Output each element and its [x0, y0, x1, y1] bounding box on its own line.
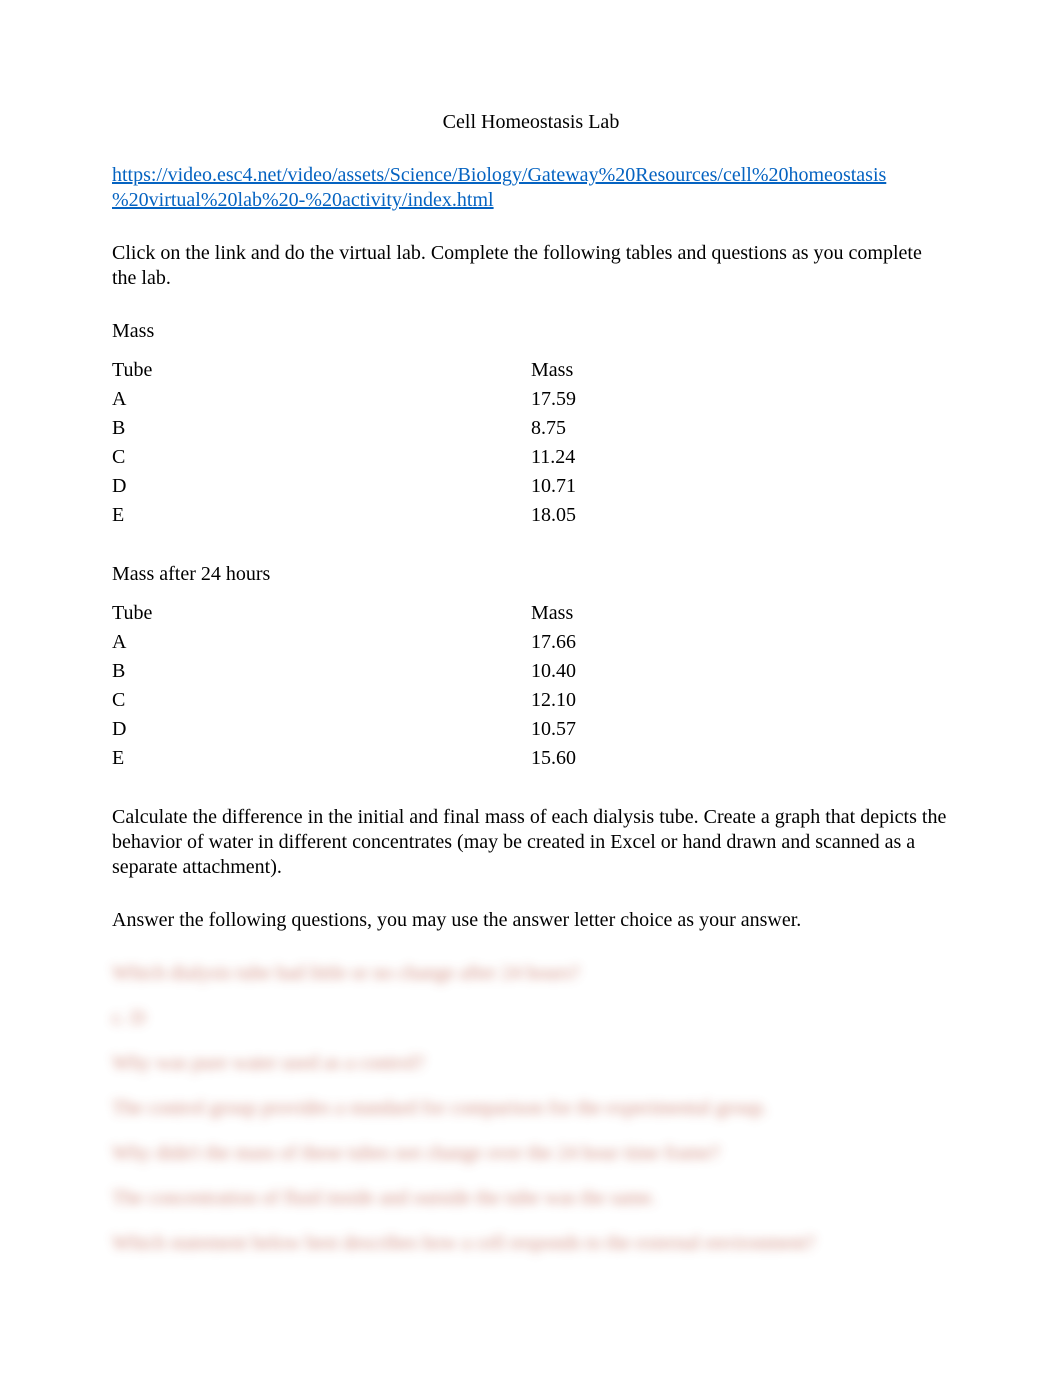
header-tube: Tube: [112, 599, 531, 628]
tube-cell: E: [112, 501, 531, 530]
table-header-row: Tube Mass: [112, 599, 950, 628]
mass-cell: 12.10: [531, 686, 950, 715]
header-tube: Tube: [112, 356, 531, 385]
mass-cell: 15.60: [531, 744, 950, 773]
link-text-line1: https://video.esc4.net/video/assets/Scie…: [112, 164, 886, 186]
mass-cell: 10.57: [531, 715, 950, 744]
blurred-answers: Which dialysis tube had little or no cha…: [112, 961, 950, 1256]
table-row: E 18.05: [112, 501, 950, 530]
answer-instructions: Answer the following questions, you may …: [112, 908, 950, 933]
mass-cell: 8.75: [531, 414, 950, 443]
tube-cell: E: [112, 744, 531, 773]
mass-cell: 17.66: [531, 628, 950, 657]
mass-cell: 10.71: [531, 472, 950, 501]
mass-cell: 18.05: [531, 501, 950, 530]
table-row: A 17.59: [112, 385, 950, 414]
blurred-line: Why was pure water used as a control?: [112, 1051, 950, 1076]
header-mass: Mass: [531, 356, 950, 385]
table-row: C 12.10: [112, 686, 950, 715]
table-row: A 17.66: [112, 628, 950, 657]
tube-cell: B: [112, 414, 531, 443]
mass-after-table: Tube Mass A 17.66 B 10.40 C 12.10 D 10.5…: [112, 599, 950, 773]
tube-cell: B: [112, 657, 531, 686]
page-title: Cell Homeostasis Lab: [112, 110, 950, 135]
calculate-instructions: Calculate the difference in the initial …: [112, 805, 950, 880]
tube-cell: A: [112, 385, 531, 414]
blurred-line: The control group provides a standard fo…: [112, 1096, 950, 1121]
header-mass: Mass: [531, 599, 950, 628]
mass-after-label: Mass after 24 hours: [112, 562, 950, 587]
mass-cell: 11.24: [531, 443, 950, 472]
blurred-line: Which dialysis tube had little or no cha…: [112, 961, 950, 986]
lab-link[interactable]: https://video.esc4.net/video/assets/Scie…: [112, 163, 950, 213]
table-row: B 8.75: [112, 414, 950, 443]
table-row: E 15.60: [112, 744, 950, 773]
blurred-line: Why didn't the mass of these tubes not c…: [112, 1141, 950, 1166]
tube-cell: C: [112, 443, 531, 472]
table-row: D 10.71: [112, 472, 950, 501]
blurred-line: Which statement below best describes how…: [112, 1231, 950, 1256]
mass-cell: 17.59: [531, 385, 950, 414]
instructions-text: Click on the link and do the virtual lab…: [112, 241, 950, 291]
table-header-row: Tube Mass: [112, 356, 950, 385]
link-text-line2: %20virtual%20lab%20-%20activity/index.ht…: [112, 189, 494, 211]
mass-table: Tube Mass A 17.59 B 8.75 C 11.24 D 10.71…: [112, 356, 950, 530]
table-row: D 10.57: [112, 715, 950, 744]
mass-label: Mass: [112, 319, 950, 344]
blurred-line: The concentration of fluid inside and ou…: [112, 1186, 950, 1211]
table-row: C 11.24: [112, 443, 950, 472]
mass-cell: 10.40: [531, 657, 950, 686]
blurred-line: c. D: [112, 1006, 950, 1031]
table-row: B 10.40: [112, 657, 950, 686]
tube-cell: C: [112, 686, 531, 715]
tube-cell: D: [112, 715, 531, 744]
tube-cell: D: [112, 472, 531, 501]
tube-cell: A: [112, 628, 531, 657]
